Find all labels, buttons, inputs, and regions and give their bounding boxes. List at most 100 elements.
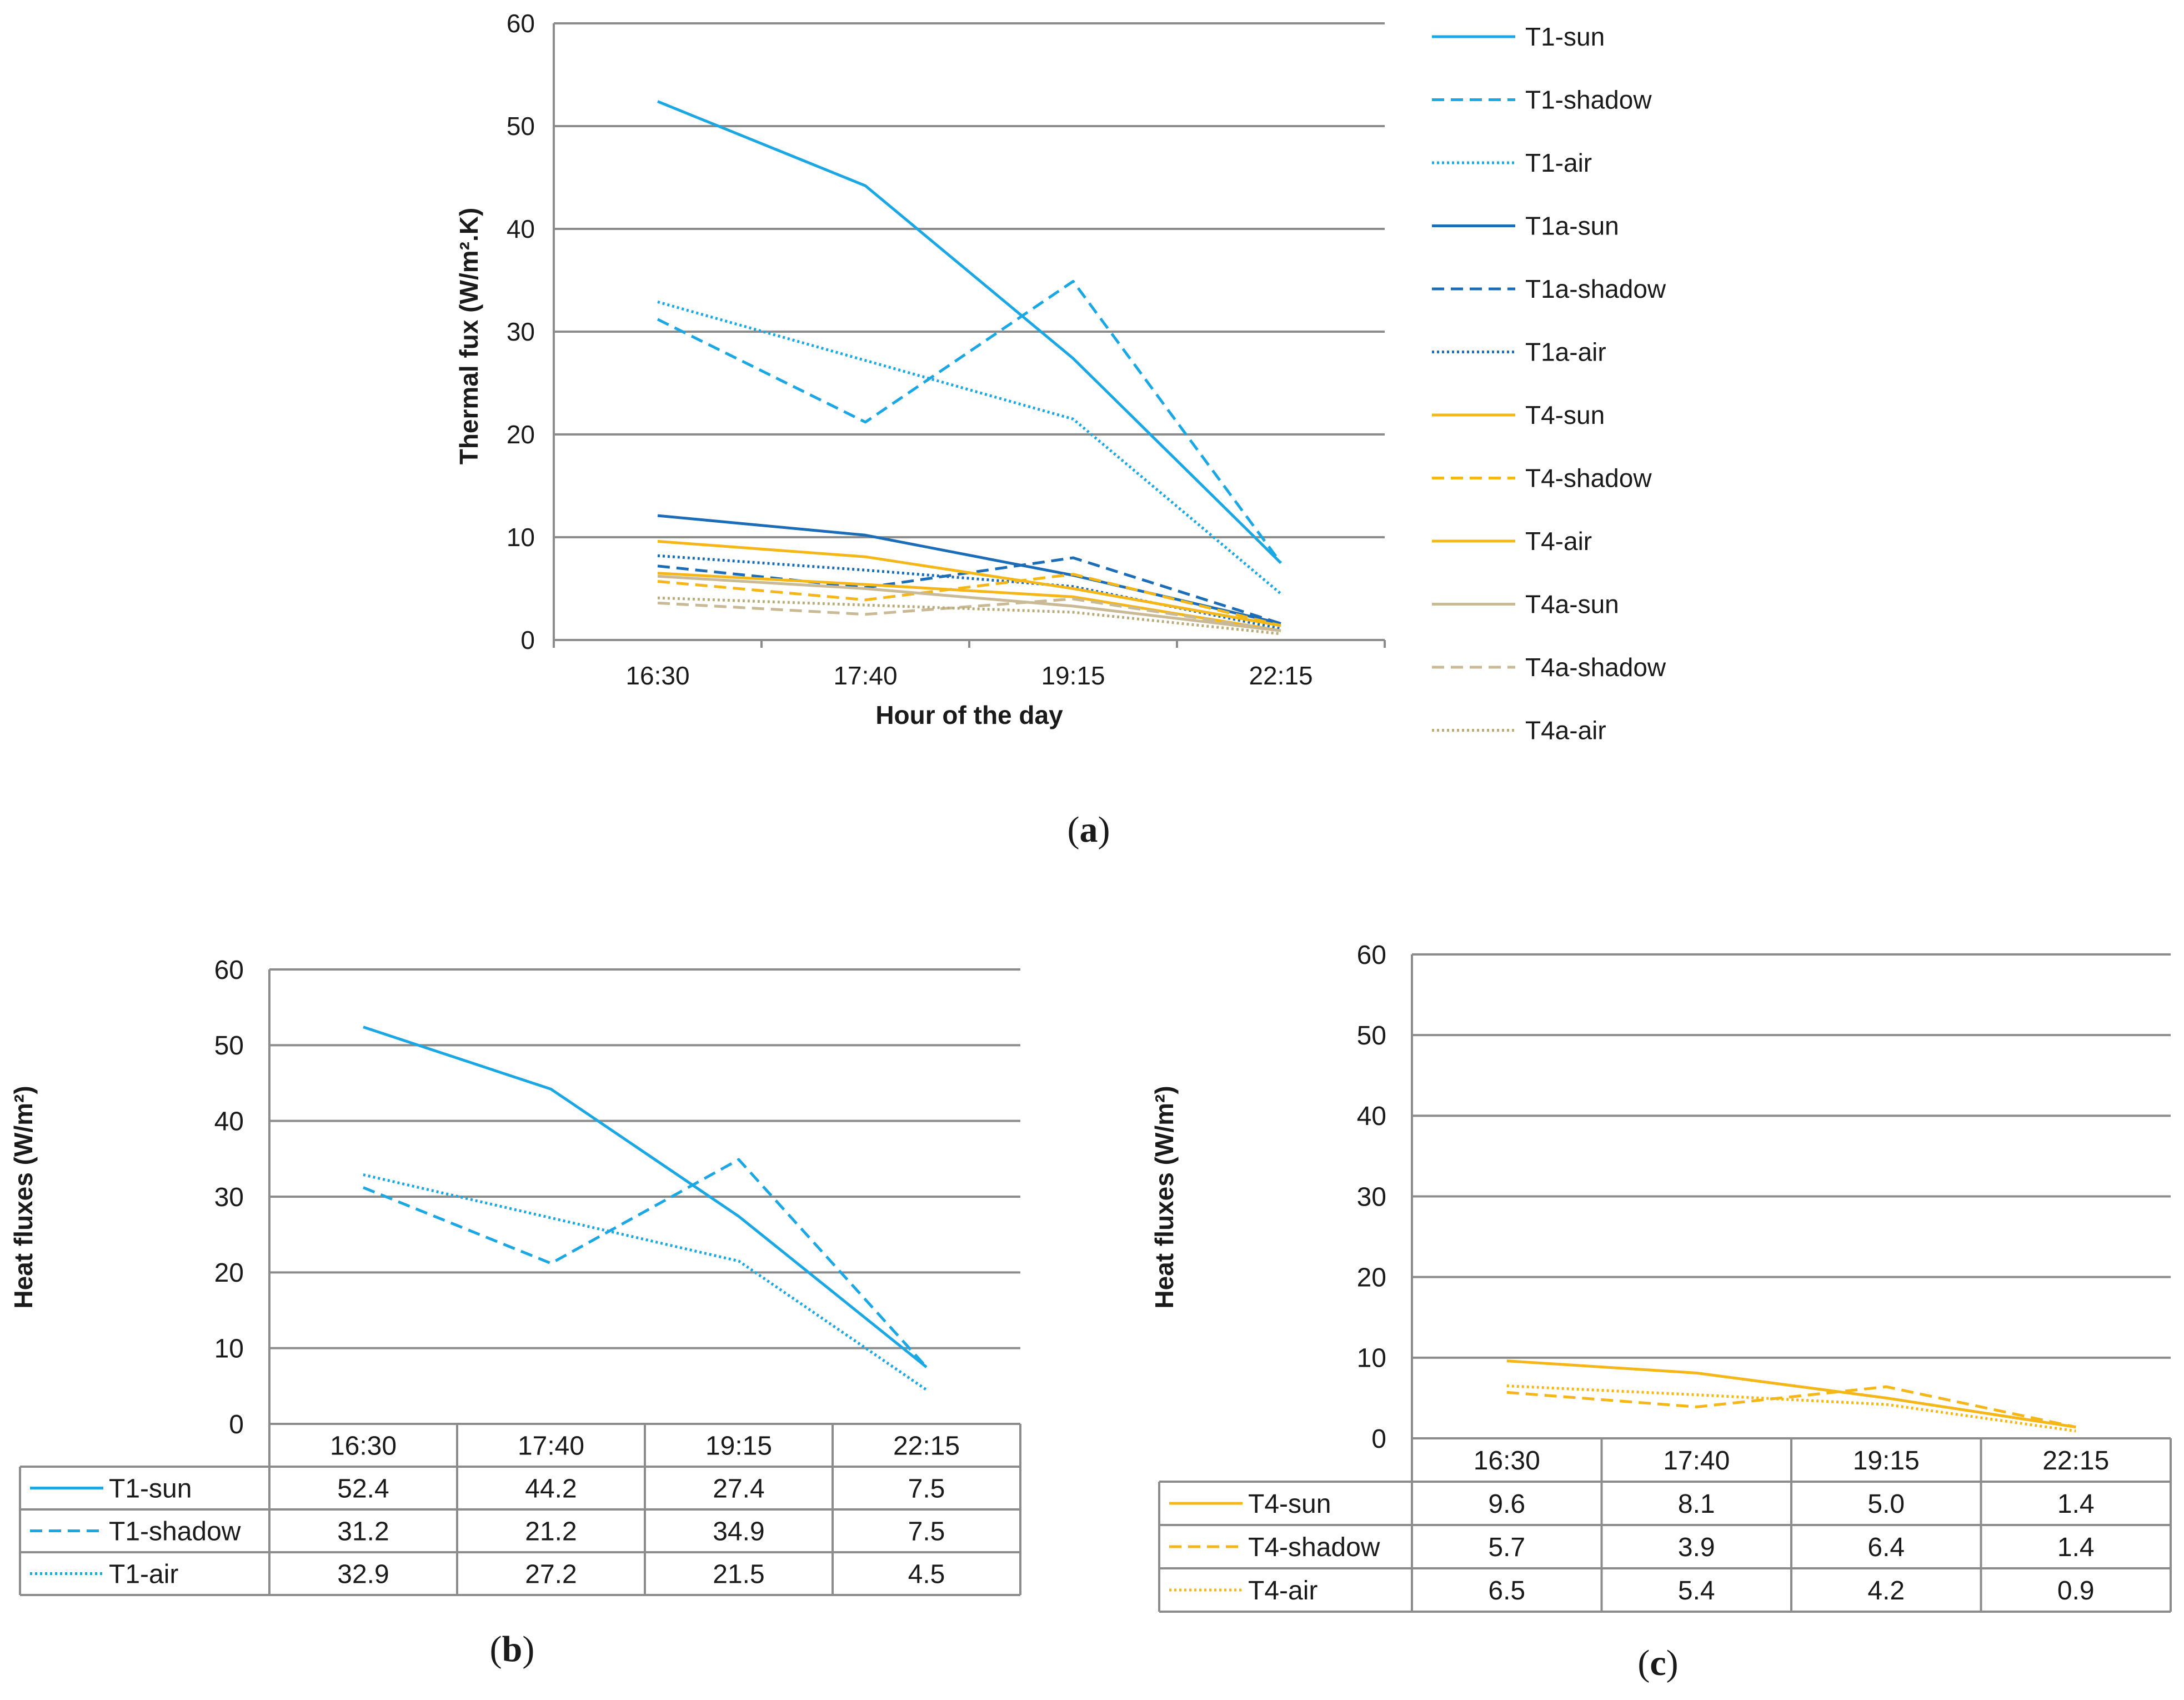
chart-b-legend-label: T1-sun bbox=[109, 1474, 192, 1503]
chart-b-data-label: 34.9 bbox=[713, 1517, 764, 1546]
chart-b-ytick-label: 40 bbox=[214, 1107, 244, 1136]
chart-a-legend-label: T1-air bbox=[1525, 148, 1592, 177]
chart-c-data-label: 6.4 bbox=[1867, 1533, 1905, 1562]
chart-a-series-T1-shadow bbox=[657, 279, 1283, 564]
chart-a-ytick-label: 50 bbox=[507, 112, 535, 141]
chart-a-ytick-label: 20 bbox=[507, 420, 535, 449]
chart-a-series-T4a-shadow bbox=[657, 597, 1281, 632]
chart-c-data-label: 9.6 bbox=[1488, 1489, 1525, 1519]
chart-b-xtick-label: 16:30 bbox=[330, 1431, 397, 1461]
chart-c-series-T4-air bbox=[1506, 1384, 2076, 1433]
chart-a-ylabel: Thermal fux (W/m².K) bbox=[454, 208, 483, 465]
chart-b-ytick-label: 10 bbox=[214, 1334, 244, 1363]
chart-a-series-T1a-sun bbox=[657, 514, 1281, 625]
chart-a: Thermal fux (W/m².K) Hour of the day 0 10… bbox=[454, 9, 1666, 744]
chart-c-data-label: 3.9 bbox=[1678, 1533, 1715, 1562]
chart-c-data-label: 5.7 bbox=[1488, 1533, 1525, 1562]
chart-b-xtick-label: 22:15 bbox=[893, 1431, 960, 1461]
chart-a-legend-label: T1-shadow bbox=[1525, 86, 1652, 114]
caption-b: (b) bbox=[490, 1629, 535, 1669]
chart-b-data-label: 27.4 bbox=[713, 1474, 764, 1503]
chart-a-series-T4a-sun bbox=[657, 574, 1281, 632]
chart-c-ytick-label: 50 bbox=[1357, 1021, 1386, 1051]
chart-a-xtick-label: 16:30 bbox=[625, 661, 689, 690]
chart-a-ytick-label: 60 bbox=[507, 9, 535, 38]
chart-c-legend-label: T4-air bbox=[1248, 1576, 1318, 1606]
chart-b-series-T1-air bbox=[363, 1173, 928, 1391]
chart-a-xtick-label: 17:40 bbox=[833, 661, 897, 690]
chart-c-data-label: 0.9 bbox=[2057, 1576, 2095, 1606]
chart-b-ytick-label: 0 bbox=[229, 1410, 244, 1439]
caption-c: (c) bbox=[1637, 1643, 1678, 1683]
chart-b-data-label: 44.2 bbox=[525, 1474, 577, 1503]
chart-b-data-label: 21.2 bbox=[525, 1517, 577, 1546]
chart-b-ytick-label: 30 bbox=[214, 1183, 244, 1212]
chart-c-xtick-label: 16:30 bbox=[1474, 1446, 1540, 1476]
chart-a-legend-label: T1a-sun bbox=[1525, 212, 1619, 241]
chart-b-xtick-label: 19:15 bbox=[705, 1431, 772, 1461]
chart-a-ytick-label: 0 bbox=[520, 626, 535, 654]
chart-b-series-T1-shadow bbox=[363, 1158, 928, 1368]
chart-a-legend-label: T4a-air bbox=[1525, 716, 1606, 745]
chart-a-legend-label: T1-sun bbox=[1525, 22, 1605, 51]
chart-b-series-T1-sun bbox=[363, 1026, 928, 1368]
chart-c-series-T4-sun bbox=[1506, 1359, 2076, 1429]
chart-a-legend-label: T4a-shadow bbox=[1525, 653, 1666, 682]
chart-c-series-T4-shadow bbox=[1506, 1385, 2076, 1429]
chart-c-data-label: 5.4 bbox=[1678, 1576, 1715, 1606]
chart-a-series-T1-sun bbox=[657, 100, 1282, 564]
chart-c-ytick-label: 10 bbox=[1357, 1344, 1386, 1373]
chart-a-ytick-label: 10 bbox=[507, 523, 535, 552]
chart-c-legend-label: T4-sun bbox=[1248, 1489, 1331, 1519]
chart-b-data-label: 52.4 bbox=[337, 1474, 389, 1503]
chart-c-ylabel: Heat fluxes (W/m²) bbox=[1150, 1086, 1179, 1308]
chart-c-xtick-label: 17:40 bbox=[1663, 1446, 1730, 1476]
chart-c-ytick-label: 60 bbox=[1357, 941, 1386, 970]
chart-a-series-T1-air bbox=[657, 300, 1282, 595]
chart-a-legend-label: T4-shadow bbox=[1525, 464, 1652, 493]
chart-a-ytick-label: 30 bbox=[507, 317, 535, 346]
chart-c-data-label: 1.4 bbox=[2057, 1533, 2095, 1562]
chart-b-ytick-label: 50 bbox=[214, 1031, 244, 1061]
chart-b-data-label: 7.5 bbox=[908, 1517, 945, 1546]
chart-a-legend-label: T1a-air bbox=[1525, 338, 1606, 367]
chart-b-legend-label: T1-shadow bbox=[109, 1517, 241, 1546]
chart-a-ytick-label: 40 bbox=[507, 214, 535, 243]
chart-a-xtick-label: 19:15 bbox=[1041, 661, 1105, 690]
chart-c-ytick-label: 20 bbox=[1357, 1263, 1386, 1292]
chart-a-series-T4-shadow bbox=[657, 573, 1281, 627]
chart-b-data-label: 31.2 bbox=[337, 1517, 389, 1546]
chart-a-legend-label: T1a-shadow bbox=[1525, 274, 1666, 303]
chart-b-legend-label: T1-air bbox=[109, 1559, 178, 1589]
chart-c-data-label: 5.0 bbox=[1867, 1489, 1905, 1519]
chart-b-ylabel: Heat fluxes (W/m²) bbox=[9, 1086, 38, 1308]
chart-a-legend-label: T4-air bbox=[1525, 527, 1592, 556]
chart-c-data-label: 4.2 bbox=[1867, 1576, 1905, 1606]
chart-a-series-T4-sun bbox=[657, 539, 1281, 627]
chart-b-data-label: 4.5 bbox=[908, 1559, 945, 1589]
chart-c-data-label: 1.4 bbox=[2057, 1489, 2095, 1519]
chart-c-data-label: 8.1 bbox=[1678, 1489, 1715, 1519]
chart-c-xtick-label: 19:15 bbox=[1853, 1446, 1920, 1476]
chart-b-ytick-label: 20 bbox=[214, 1258, 244, 1288]
chart-c-legend-label: T4-shadow bbox=[1248, 1533, 1380, 1562]
chart-a-xtick-label: 22:15 bbox=[1249, 661, 1313, 690]
chart-b-ytick-label: 60 bbox=[214, 956, 244, 985]
caption-a: (a) bbox=[1068, 809, 1110, 850]
chart-a-legend-label: T4a-sun bbox=[1525, 590, 1619, 619]
chart-b-data-label: 21.5 bbox=[713, 1559, 764, 1589]
chart-b-xtick-label: 17:40 bbox=[518, 1431, 584, 1461]
chart-b-data-label: 32.9 bbox=[337, 1559, 389, 1589]
chart-c: Heat fluxes (W/m²) 0 10 20 30 40 50 60 16:30 17:… bbox=[1150, 941, 2172, 1613]
chart-c-xtick-label: 22:15 bbox=[2042, 1446, 2109, 1476]
chart-b-data-label: 27.2 bbox=[525, 1559, 577, 1589]
chart-c-ytick-label: 0 bbox=[1371, 1424, 1386, 1454]
chart-a-xlabel: Hour of the day bbox=[875, 701, 1063, 729]
chart-c-data-label: 6.5 bbox=[1488, 1576, 1525, 1606]
chart-a-legend-label: T4-sun bbox=[1525, 401, 1605, 429]
chart-a-series-T4a-air bbox=[657, 596, 1281, 636]
chart-b: Heat fluxes (W/m²) 0 10 20 30 40 50 60 16:30 17:… bbox=[9, 956, 1021, 1596]
chart-b-data-label: 7.5 bbox=[908, 1474, 945, 1503]
chart-c-ytick-label: 40 bbox=[1357, 1102, 1386, 1131]
